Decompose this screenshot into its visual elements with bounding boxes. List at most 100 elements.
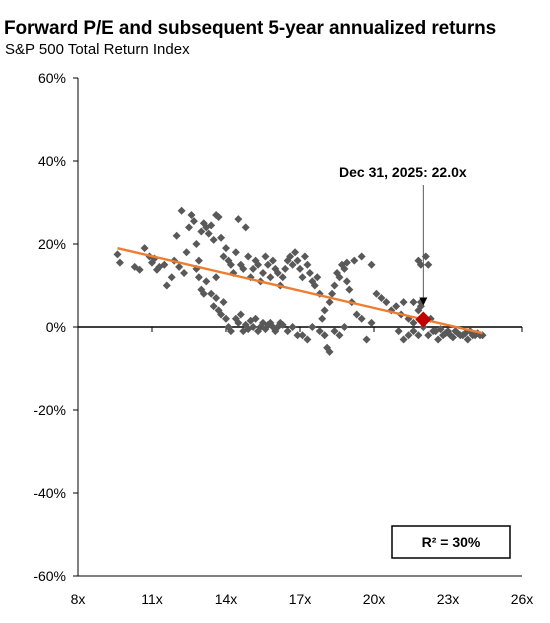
data-point bbox=[273, 269, 282, 278]
data-point bbox=[342, 258, 351, 267]
data-point bbox=[429, 327, 438, 336]
x-tick-label: 11x bbox=[141, 591, 163, 607]
x-tick-label: 23x bbox=[437, 591, 460, 607]
y-tick-label: 20% bbox=[38, 236, 66, 252]
data-point bbox=[328, 289, 337, 298]
data-point bbox=[212, 293, 221, 302]
data-point bbox=[458, 331, 467, 340]
data-points bbox=[113, 206, 487, 356]
data-point bbox=[180, 269, 189, 278]
data-point bbox=[278, 320, 287, 329]
data-point bbox=[231, 248, 240, 257]
data-point bbox=[340, 264, 349, 273]
data-point bbox=[222, 314, 230, 323]
data-point bbox=[325, 298, 334, 307]
data-point bbox=[303, 335, 312, 344]
current-point-group: Dec 31, 2025: 22.0x bbox=[339, 164, 467, 328]
data-point bbox=[404, 331, 413, 340]
data-point bbox=[291, 248, 300, 257]
data-point bbox=[249, 323, 258, 331]
y-tick-label: -20% bbox=[33, 402, 66, 418]
data-point bbox=[357, 314, 366, 323]
data-point bbox=[434, 335, 443, 344]
data-point bbox=[226, 260, 235, 269]
data-point bbox=[377, 293, 386, 302]
data-point bbox=[367, 260, 376, 269]
data-point bbox=[296, 264, 304, 273]
r-squared-label: R² = 30% bbox=[422, 534, 481, 550]
data-point bbox=[194, 273, 203, 282]
data-point bbox=[222, 244, 230, 253]
x-tick-label: 17x bbox=[289, 591, 312, 607]
data-point bbox=[177, 206, 186, 215]
data-point bbox=[320, 306, 329, 315]
y-tick-label: 60% bbox=[38, 70, 66, 86]
data-point bbox=[113, 250, 122, 259]
data-point bbox=[444, 327, 452, 336]
x-tick-label: 20x bbox=[363, 591, 386, 607]
data-point bbox=[259, 269, 267, 278]
data-point bbox=[160, 260, 169, 269]
data-point bbox=[308, 323, 317, 331]
data-point bbox=[330, 327, 339, 336]
y-tick-label: 40% bbox=[38, 153, 66, 169]
data-point bbox=[367, 318, 376, 327]
y-tick-label: -40% bbox=[33, 485, 66, 501]
data-point bbox=[335, 273, 344, 282]
data-point bbox=[313, 273, 322, 282]
data-point bbox=[209, 302, 218, 311]
data-point bbox=[357, 252, 366, 261]
data-point bbox=[217, 310, 226, 319]
data-point bbox=[217, 233, 226, 242]
data-point bbox=[212, 273, 221, 282]
annotation-label: Dec 31, 2025: 22.0x bbox=[339, 164, 467, 180]
chart-subtitle: S&P 500 Total Return Index bbox=[5, 41, 190, 58]
data-point bbox=[172, 231, 181, 240]
data-point bbox=[436, 325, 445, 334]
data-point bbox=[394, 327, 403, 336]
data-point bbox=[399, 298, 408, 307]
data-point bbox=[219, 252, 228, 261]
data-point bbox=[187, 210, 196, 219]
data-point bbox=[340, 323, 349, 331]
data-point bbox=[288, 260, 297, 269]
data-point bbox=[352, 310, 361, 319]
data-point bbox=[362, 335, 371, 344]
data-point bbox=[182, 248, 191, 257]
data-point bbox=[414, 331, 423, 340]
data-point bbox=[424, 331, 433, 340]
annotation-arrowhead bbox=[419, 297, 428, 306]
data-point bbox=[293, 331, 302, 340]
data-point bbox=[219, 298, 228, 307]
data-point bbox=[239, 264, 248, 273]
data-point bbox=[251, 314, 260, 323]
data-point bbox=[399, 335, 408, 344]
data-point bbox=[214, 213, 223, 222]
data-point bbox=[236, 310, 245, 319]
data-point bbox=[293, 256, 302, 265]
data-point bbox=[268, 256, 277, 265]
data-point bbox=[241, 223, 250, 232]
data-point bbox=[409, 298, 418, 307]
x-tick-label: 14x bbox=[215, 591, 238, 607]
data-point bbox=[303, 260, 312, 269]
data-point bbox=[234, 215, 243, 224]
data-point bbox=[315, 327, 324, 336]
data-point bbox=[192, 240, 201, 248]
data-point bbox=[335, 331, 344, 340]
data-point bbox=[382, 298, 391, 307]
y-tick-label: -60% bbox=[33, 568, 66, 584]
data-point bbox=[448, 333, 457, 342]
data-point bbox=[318, 314, 327, 323]
data-point bbox=[409, 327, 418, 336]
data-point bbox=[189, 217, 198, 226]
data-point bbox=[175, 262, 184, 271]
data-point bbox=[115, 258, 124, 267]
data-point bbox=[300, 252, 309, 261]
data-point bbox=[202, 277, 211, 286]
data-point bbox=[263, 260, 272, 269]
data-point bbox=[249, 264, 258, 273]
data-point bbox=[244, 252, 253, 261]
r-squared-frame bbox=[391, 525, 511, 559]
